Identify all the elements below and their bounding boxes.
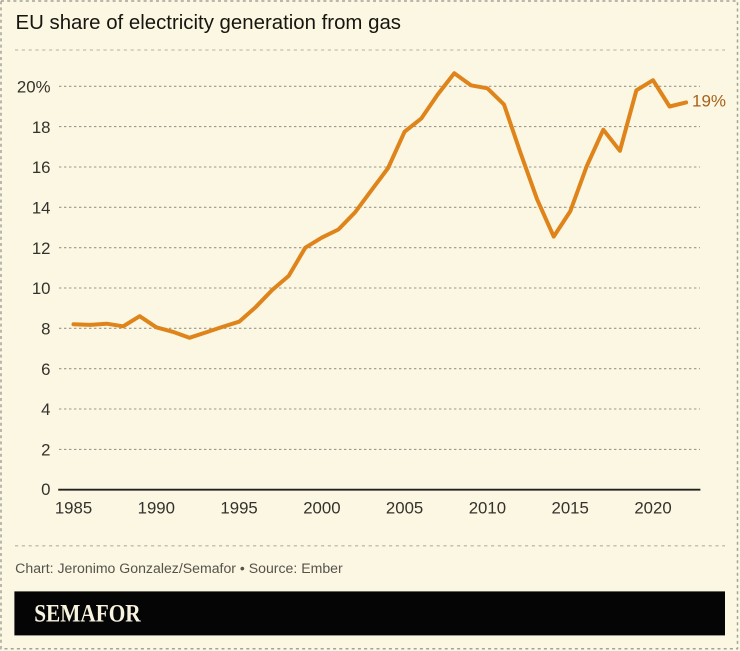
svg-text:2: 2 (41, 441, 50, 460)
svg-text:4: 4 (41, 400, 50, 419)
svg-text:1990: 1990 (138, 499, 175, 518)
svg-text:16: 16 (32, 158, 51, 177)
svg-text:2005: 2005 (386, 499, 423, 518)
svg-text:0: 0 (41, 480, 50, 499)
svg-text:14: 14 (32, 199, 51, 218)
svg-text:1985: 1985 (55, 499, 92, 518)
svg-text:20%: 20% (17, 78, 51, 97)
svg-text:2000: 2000 (303, 499, 340, 518)
svg-text:EU share of electricity genera: EU share of electricity generation from … (16, 12, 402, 34)
svg-text:6: 6 (41, 360, 50, 379)
svg-text:8: 8 (41, 320, 50, 339)
svg-text:19%: 19% (692, 91, 726, 110)
svg-text:Chart: Jeronimo Gonzalez/Semaf: Chart: Jeronimo Gonzalez/Semafor • Sourc… (15, 561, 343, 576)
svg-text:18: 18 (32, 118, 51, 137)
svg-text:2015: 2015 (552, 499, 589, 518)
svg-text:1995: 1995 (220, 499, 257, 518)
svg-text:12: 12 (32, 239, 51, 258)
svg-text:2020: 2020 (634, 499, 671, 518)
svg-text:10: 10 (32, 279, 51, 298)
svg-text:2010: 2010 (469, 499, 506, 518)
svg-text:SEMAFOR: SEMAFOR (34, 601, 141, 628)
